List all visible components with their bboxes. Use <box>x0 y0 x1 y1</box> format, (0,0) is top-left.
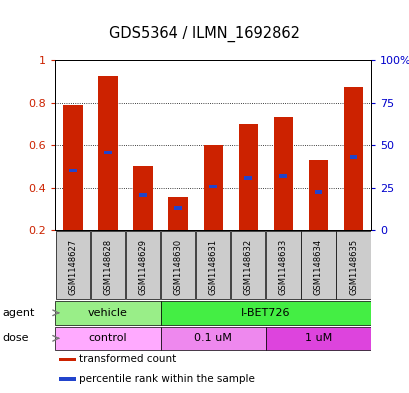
Bar <box>273 118 292 230</box>
Text: vehicle: vehicle <box>88 308 128 318</box>
Text: GSM1148631: GSM1148631 <box>208 239 217 295</box>
Bar <box>349 155 357 159</box>
Bar <box>63 105 82 230</box>
Bar <box>126 231 160 299</box>
Text: transformed count: transformed count <box>79 354 176 364</box>
Text: GSM1148628: GSM1148628 <box>103 239 112 295</box>
Bar <box>244 176 252 180</box>
Bar <box>168 197 187 230</box>
Bar <box>301 231 335 299</box>
Bar <box>55 301 160 325</box>
Bar <box>160 301 370 325</box>
Bar <box>343 86 362 230</box>
Bar <box>238 124 257 230</box>
Text: GSM1148627: GSM1148627 <box>68 239 77 295</box>
Bar <box>55 327 160 350</box>
Bar <box>279 174 287 178</box>
Bar <box>58 378 75 381</box>
Bar <box>104 151 112 154</box>
Text: GDS5364 / ILMN_1692862: GDS5364 / ILMN_1692862 <box>109 26 300 42</box>
Text: agent: agent <box>2 308 34 318</box>
Bar <box>196 231 230 299</box>
Bar <box>265 327 370 350</box>
Text: GSM1148633: GSM1148633 <box>278 239 287 295</box>
Bar <box>314 190 321 194</box>
Bar <box>265 231 300 299</box>
Bar <box>231 231 265 299</box>
Text: 1 uM: 1 uM <box>304 333 331 343</box>
Bar <box>203 145 222 230</box>
Text: dose: dose <box>2 333 29 343</box>
Bar <box>133 166 152 230</box>
Text: 0.1 uM: 0.1 uM <box>194 333 231 343</box>
Bar <box>69 169 76 173</box>
Text: I-BET726: I-BET726 <box>240 308 290 318</box>
Text: GSM1148635: GSM1148635 <box>348 239 357 295</box>
Bar <box>58 358 75 361</box>
Bar <box>56 231 90 299</box>
Bar <box>335 231 370 299</box>
Bar <box>161 231 195 299</box>
Text: GSM1148632: GSM1148632 <box>243 239 252 295</box>
Bar <box>160 327 265 350</box>
Bar <box>139 193 146 197</box>
Bar <box>174 206 182 210</box>
Text: GSM1148629: GSM1148629 <box>138 239 147 295</box>
Text: control: control <box>88 333 127 343</box>
Bar <box>308 160 327 230</box>
Text: GSM1148630: GSM1148630 <box>173 239 182 295</box>
Bar <box>90 231 125 299</box>
Text: GSM1148634: GSM1148634 <box>313 239 322 295</box>
Bar <box>98 76 117 230</box>
Bar <box>209 185 216 188</box>
Text: percentile rank within the sample: percentile rank within the sample <box>79 374 254 384</box>
